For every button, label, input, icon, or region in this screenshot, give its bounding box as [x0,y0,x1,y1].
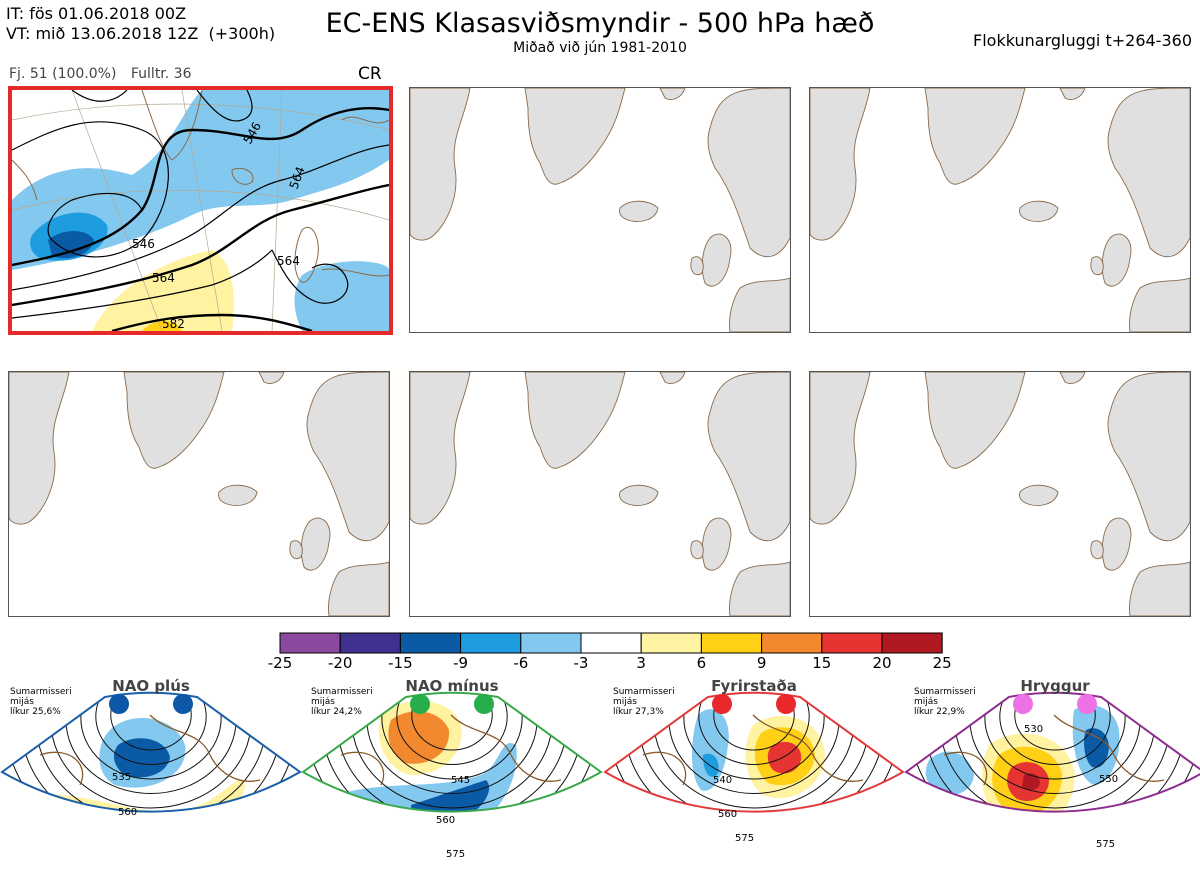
cluster-description-line: líkur 24,2% [311,707,362,717]
cluster-description: Sumarmisseri mijás líkur 24,2% [311,687,373,717]
colorbar-cell [700,632,763,654]
cluster-map: 535 560 [0,691,302,818]
cluster-description-line: Sumarmisseri [311,687,373,697]
map-panel-4[interactable] [8,371,390,617]
cluster-marker-dot [712,694,732,714]
map-panel-3[interactable] [809,87,1191,333]
colorbar-tick-label: -25 [267,654,293,672]
cluster-code: CR [358,64,382,84]
cluster-contour-label: 560 [118,807,137,818]
contour-label: 564 [277,254,300,268]
main-height-map: 546 546 564 564 564 582 [12,90,389,331]
cluster-description-line: líkur 25,6% [10,707,61,717]
colorbar-tick-label: 25 [932,654,952,672]
colorbar-tick-label: 9 [756,654,767,672]
colorbar-cell [399,632,462,654]
colorbar-cell [761,632,823,654]
colorbar-cell [520,632,582,654]
colorbar-tick-label: -3 [573,654,589,672]
cluster-description-line: mijás [10,697,34,707]
contour-label: 546 [132,237,155,251]
init-time: IT: fös 01.06.2018 00Z [6,4,187,23]
cluster-contour-label: 575 [1096,839,1115,850]
colorbar-cell [821,632,883,654]
cluster-contour-label: 535 [112,772,131,783]
empty-map [410,372,790,616]
cluster-thumbnail[interactable]: 530 550 575 Hryggur Sumarmisseri mijás líkur 2… [904,675,1200,871]
colorbar-tick-label: 3 [636,654,646,672]
cluster-name: NAO plús [112,677,190,695]
cluster-description-line: Sumarmisseri [613,687,675,697]
colorbar-tick-label: -20 [327,654,353,672]
colorbar-tick-label: -15 [388,654,413,672]
map-panel-1[interactable]: 546 546 564 564 564 582 [8,86,393,335]
empty-map [410,88,790,332]
empty-map [9,372,389,616]
cluster-contour-label: 575 [446,849,465,860]
cluster-marker-dot [1077,694,1097,714]
cluster-description: Sumarmisseri mijás líkur 27,3% [613,687,675,717]
init-time-block: IT: fös 01.06.2018 00Z VT: mið 13.06.201… [6,4,275,44]
cluster-contour-label: 530 [1024,724,1043,735]
colorbar-tick-label: 20 [872,654,892,672]
cluster-description: Sumarmisseri mijás líkur 25,6% [10,687,72,717]
cluster-name: NAO mínus [405,677,499,695]
colorbar-tick-label: 15 [812,654,832,672]
valid-time: VT: mið 13.06.2018 12Z (+300h) [6,24,276,43]
cluster-contour-label: 560 [436,815,455,826]
cluster-marker-dot [776,694,796,714]
cluster-contour-label: 560 [718,809,737,820]
cluster-description-line: líkur 22,9% [914,707,965,717]
colorbar-cell [580,632,642,654]
empty-map [810,372,1190,616]
cluster-marker-dot [474,694,494,714]
cluster-description: Sumarmisseri mijás líkur 22,9% [914,687,976,717]
map-panel-6[interactable] [809,371,1191,617]
cluster-marker-dot [173,694,193,714]
colorbar-cell [339,632,401,654]
cluster-thumbnail[interactable]: 540 560 575 Fyrirstaða Sumarmisseri mijás líku… [603,675,905,871]
colorbar-tick-label: 6 [696,654,707,672]
cluster-map: 540 560 575 [603,691,905,844]
cluster-map: 530 550 575 [904,691,1200,850]
colorbar [279,632,943,654]
cluster-contour-label: 575 [735,833,754,844]
cluster-description-line: líkur 27,3% [613,707,664,717]
page-subtitle: Miðað við jún 1981-2010 [513,40,687,56]
page-title: EC-ENS Klasasviðsmyndir - 500 hPa hæð [325,8,875,39]
cluster-description-line: mijás [914,697,938,707]
cluster-thumbnail[interactable]: 545 560 575 NAO mínus Sumarmisseri mijás líkur… [301,675,603,871]
map-panel-5[interactable] [409,371,791,617]
cluster-contour-label: 545 [451,775,470,786]
representative-member: Fulltr. 36 [130,66,192,82]
cluster-marker-dot [1013,694,1033,714]
panel-meta: Fj. 51 (100.0%) Fulltr. 36 [9,66,202,82]
cluster-contour-label: 540 [713,775,732,786]
colorbar-tick-label: -6 [513,654,529,672]
cluster-marker-dot [109,694,129,714]
classification-window: Flokkunargluggi t+264-360 [973,31,1192,50]
colorbar-cell [460,632,522,654]
member-count: Fj. 51 (100.0%) [9,66,117,82]
cluster-contour-label: 550 [1099,774,1118,785]
colorbar-cell [640,632,702,654]
colorbar-cell [881,632,943,654]
cluster-description-line: mijás [311,697,335,707]
cluster-map: 545 560 575 [301,691,603,860]
map-panel-2[interactable] [409,87,791,333]
cluster-description-line: Sumarmisseri [10,687,72,697]
cluster-name: Fyrirstaða [711,677,797,695]
cluster-name: Hryggur [1020,677,1090,695]
cluster-thumbnail[interactable]: 535 560 NAO plús Sumarmisseri mijás líkur 25,… [0,675,302,871]
colorbar-tick-label: -9 [453,654,469,672]
contour-label: 564 [152,271,175,285]
cluster-description-line: Sumarmisseri [914,687,976,697]
contour-label: 582 [162,317,185,331]
cluster-marker-dot [410,694,430,714]
empty-map [810,88,1190,332]
cluster-description-line: mijás [613,697,637,707]
colorbar-cell [279,632,341,654]
